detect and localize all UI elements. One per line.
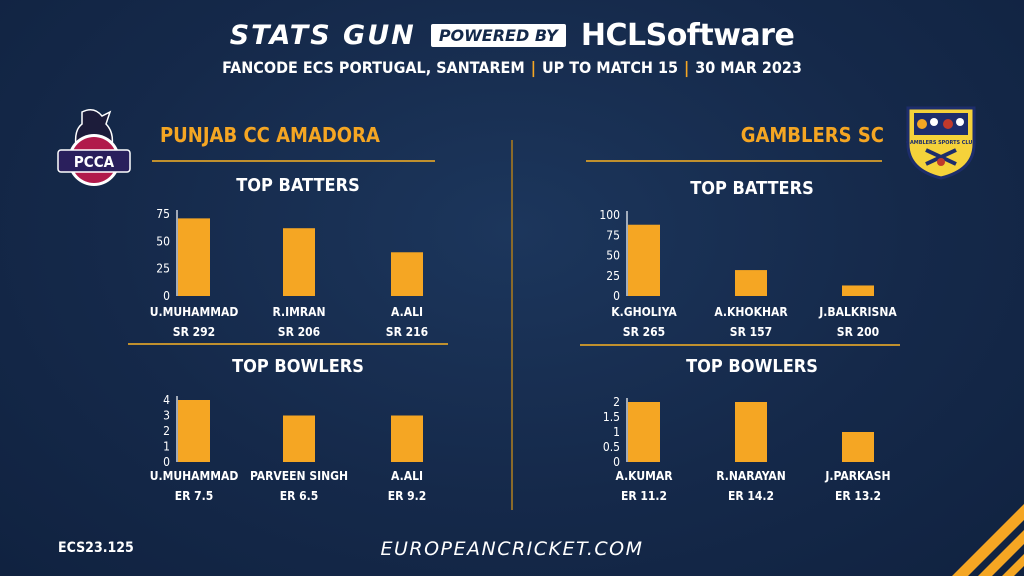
bar-u-muhammad <box>178 400 210 462</box>
stat-label: ER 7.5 <box>175 489 214 503</box>
y-tick-label: 3 <box>163 409 170 423</box>
stat-label: ER 6.5 <box>280 489 319 503</box>
section-title-batters-right: TOP BATTERS <box>690 178 814 199</box>
x-tick-label: R.IMRAN <box>272 305 325 319</box>
sponsor-logo: HCLSoftware <box>580 18 795 53</box>
gamblers-logo: GAMBLERS SPORTS CLUB <box>906 106 976 180</box>
x-tick-label: J.BALKRISNA <box>818 305 897 319</box>
section-divider-left <box>128 343 448 345</box>
event-date: 30 MAR 2023 <box>695 58 802 77</box>
y-tick-label: 25 <box>606 269 620 283</box>
bar-r-imran <box>283 228 315 296</box>
y-tick-label: 50 <box>606 249 620 263</box>
event-name: FANCODE ECS PORTUGAL, SANTAREM <box>222 58 525 77</box>
y-tick-label: 0 <box>613 455 620 469</box>
match-range: UP TO MATCH 15 <box>541 58 678 77</box>
stat-label: SR 200 <box>837 325 879 339</box>
y-tick-label: 1 <box>163 440 170 454</box>
pcca-logo: PCCA <box>57 109 131 186</box>
stat-label: SR 157 <box>730 325 772 339</box>
x-tick-label: K.GHOLIYA <box>611 305 677 319</box>
team-name-left: PUNJAB CC AMADORA <box>160 123 380 147</box>
y-tick-label: 75 <box>606 228 620 242</box>
x-tick-label: A.KUMAR <box>615 469 673 483</box>
y-tick-label: 4 <box>163 393 170 407</box>
stat-label: ER 9.2 <box>388 489 427 503</box>
center-divider <box>511 140 513 510</box>
x-tick-label: J.PARKASH <box>824 469 890 483</box>
x-tick-label: A.KHOKHAR <box>714 305 788 319</box>
footer-url[interactable]: EUROPEANCRICKET.COM <box>380 538 644 560</box>
bar-a-khokhar <box>735 270 767 296</box>
stat-label: ER 11.2 <box>621 489 667 503</box>
bar-j-parkash <box>842 432 874 462</box>
brand-title: STATS GUN <box>229 20 416 51</box>
decorative-stripes <box>952 504 1024 576</box>
y-tick-label: 1 <box>613 425 620 439</box>
y-tick-label: 0.5 <box>603 440 620 454</box>
pcca-logo-text: PCCA <box>74 153 115 171</box>
stat-label: ER 14.2 <box>728 489 774 503</box>
y-tick-label: 75 <box>156 207 170 221</box>
x-tick-label: U.MUHAMMAD <box>150 469 239 483</box>
team-underline-right <box>586 160 882 162</box>
section-divider-right <box>580 344 900 346</box>
y-tick-label: 2 <box>613 395 620 409</box>
stat-label: SR 292 <box>173 325 215 339</box>
y-tick-label: 50 <box>156 234 170 248</box>
bar-a-ali <box>391 415 423 462</box>
y-tick-label: 0 <box>613 289 620 303</box>
section-title-bowlers-left: TOP BOWLERS <box>232 356 364 377</box>
team-underline-left <box>152 160 435 162</box>
y-tick-label: 2 <box>163 424 170 438</box>
y-tick-label: 25 <box>156 262 170 276</box>
gamblers-logo-text: GAMBLERS SPORTS CLUB <box>906 140 976 146</box>
bar-a-kumar <box>628 402 660 462</box>
x-tick-label: R.NARAYAN <box>716 469 786 483</box>
y-tick-label: 1.5 <box>603 410 620 424</box>
stat-label: ER 13.2 <box>835 489 881 503</box>
x-tick-label: A.ALI <box>391 469 423 483</box>
stat-label: SR 216 <box>386 325 428 339</box>
y-tick-label: 100 <box>599 208 620 222</box>
x-tick-label: PARVEEN SINGH <box>250 469 348 483</box>
bar-j-balkrisna <box>842 285 874 296</box>
x-tick-label: U.MUHAMMAD <box>150 305 239 319</box>
stat-label: SR 206 <box>278 325 320 339</box>
powered-by-badge: POWERED BY <box>430 24 566 47</box>
header-title: STATS GUN POWERED BY HCLSoftware <box>0 18 1024 53</box>
bar-parveen-singh <box>283 415 315 462</box>
y-tick-label: 0 <box>163 289 170 303</box>
team-name-right: GAMBLERS SC <box>740 123 884 147</box>
bar-u-muhammad <box>178 218 210 296</box>
section-title-batters-left: TOP BATTERS <box>236 175 360 196</box>
bar-k-gholiya <box>628 224 660 296</box>
footer-code: ECS23.125 <box>58 540 134 556</box>
y-tick-label: 0 <box>163 455 170 469</box>
section-title-bowlers-right: TOP BOWLERS <box>686 356 818 377</box>
stat-label: SR 265 <box>623 325 665 339</box>
bar-r-narayan <box>735 402 767 462</box>
x-tick-label: A.ALI <box>391 305 423 319</box>
bar-a-ali <box>391 252 423 296</box>
event-subtitle: FANCODE ECS PORTUGAL, SANTAREM | UP TO MAT… <box>222 58 802 77</box>
